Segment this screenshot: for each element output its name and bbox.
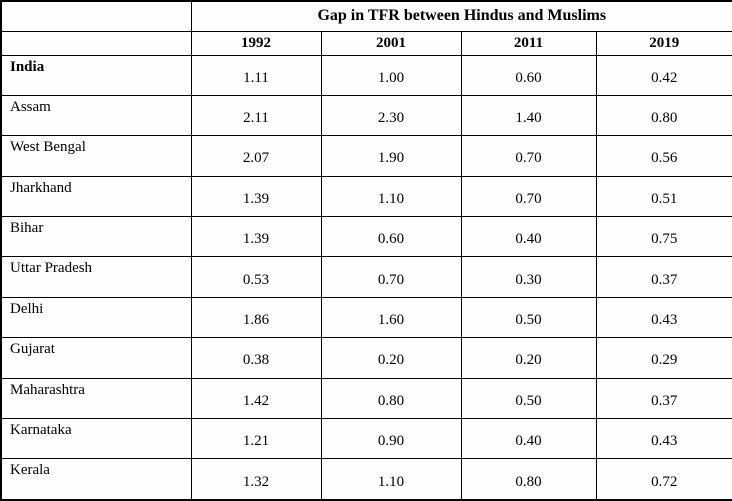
value-cell: 1.90 [320, 135, 462, 177]
value-cell: 0.40 [460, 215, 597, 258]
year-header-2011: 2011 [460, 30, 597, 56]
value-cell: 0.43 [595, 296, 732, 339]
table-row-jharkhand: Jharkhand 1.39 1.10 0.70 0.51 [0, 175, 732, 218]
value-cell: 1.11 [190, 54, 322, 96]
value-cell: 0.60 [320, 215, 462, 258]
table-row-bihar: Bihar 1.39 0.60 0.40 0.75 [0, 215, 732, 258]
value-cell: 0.40 [460, 417, 597, 460]
row-label: Gujarat [0, 337, 192, 379]
table-row-karnataka: Karnataka 1.21 0.90 0.40 0.43 [0, 417, 732, 460]
value-cell: 1.42 [190, 377, 322, 419]
value-cell: 0.29 [595, 337, 732, 379]
value-cell: 0.56 [595, 135, 732, 177]
table-row-gujarat: Gujarat 0.38 0.20 0.20 0.29 [0, 337, 732, 379]
year-header-2019: 2019 [595, 30, 732, 56]
value-cell: 1.60 [320, 296, 462, 339]
row-label: Assam [0, 94, 192, 137]
value-cell: 0.50 [460, 296, 597, 339]
row-label: Kerala [0, 458, 192, 501]
value-cell: 0.75 [595, 215, 732, 258]
year-header-1992: 1992 [190, 30, 322, 56]
value-cell: 0.80 [460, 458, 597, 501]
value-cell: 1.86 [190, 296, 322, 339]
value-cell: 0.53 [190, 256, 322, 298]
value-cell: 0.70 [320, 256, 462, 298]
value-cell: 0.72 [595, 458, 732, 501]
table-row-kerala: Kerala 1.32 1.10 0.80 0.72 [0, 458, 732, 501]
year-header-2001: 2001 [320, 30, 462, 56]
value-cell: 0.38 [190, 337, 322, 379]
row-label: Maharashtra [0, 377, 192, 419]
value-cell: 0.60 [460, 54, 597, 96]
value-cell: 1.21 [190, 417, 322, 460]
value-cell: 0.37 [595, 377, 732, 419]
value-cell: 0.37 [595, 256, 732, 298]
value-cell: 0.42 [595, 54, 732, 96]
table-row-uttar-pradesh: Uttar Pradesh 0.53 0.70 0.30 0.37 [0, 256, 732, 298]
row-label: Delhi [0, 296, 192, 339]
empty-corner-cell [0, 0, 192, 32]
table-title: Gap in TFR between Hindus and Muslims [190, 0, 732, 32]
row-label: West Bengal [0, 135, 192, 177]
row-label: Jharkhand [0, 175, 192, 218]
value-cell: 1.10 [320, 175, 462, 218]
table-row-maharashtra: Maharashtra 1.42 0.80 0.50 0.37 [0, 377, 732, 419]
table-row-assam: Assam 2.11 2.30 1.40 0.80 [0, 94, 732, 137]
year-header-row: 1992 2001 2011 2019 [0, 30, 732, 56]
value-cell: 0.43 [595, 417, 732, 460]
row-label: Uttar Pradesh [0, 256, 192, 298]
value-cell: 0.80 [595, 94, 732, 137]
row-label: Karnataka [0, 417, 192, 460]
value-cell: 1.40 [460, 94, 597, 137]
table-row-india: India 1.11 1.00 0.60 0.42 [0, 54, 732, 96]
value-cell: 0.30 [460, 256, 597, 298]
value-cell: 0.80 [320, 377, 462, 419]
value-cell: 1.39 [190, 175, 322, 218]
table-row-west-bengal: West Bengal 2.07 1.90 0.70 0.56 [0, 135, 732, 177]
table-row-delhi: Delhi 1.86 1.60 0.50 0.43 [0, 296, 732, 339]
value-cell: 1.39 [190, 215, 322, 258]
value-cell: 0.20 [460, 337, 597, 379]
value-cell: 1.10 [320, 458, 462, 501]
row-label: India [0, 54, 192, 96]
value-cell: 1.00 [320, 54, 462, 96]
empty-corner-cell [0, 30, 192, 56]
value-cell: 0.20 [320, 337, 462, 379]
value-cell: 0.90 [320, 417, 462, 460]
value-cell: 0.70 [460, 135, 597, 177]
value-cell: 1.32 [190, 458, 322, 501]
value-cell: 0.51 [595, 175, 732, 218]
value-cell: 0.50 [460, 377, 597, 419]
row-label: Bihar [0, 215, 192, 258]
value-cell: 2.30 [320, 94, 462, 137]
value-cell: 2.11 [190, 94, 322, 137]
value-cell: 2.07 [190, 135, 322, 177]
table-title-row: Gap in TFR between Hindus and Muslims [0, 0, 732, 32]
value-cell: 0.70 [460, 175, 597, 218]
